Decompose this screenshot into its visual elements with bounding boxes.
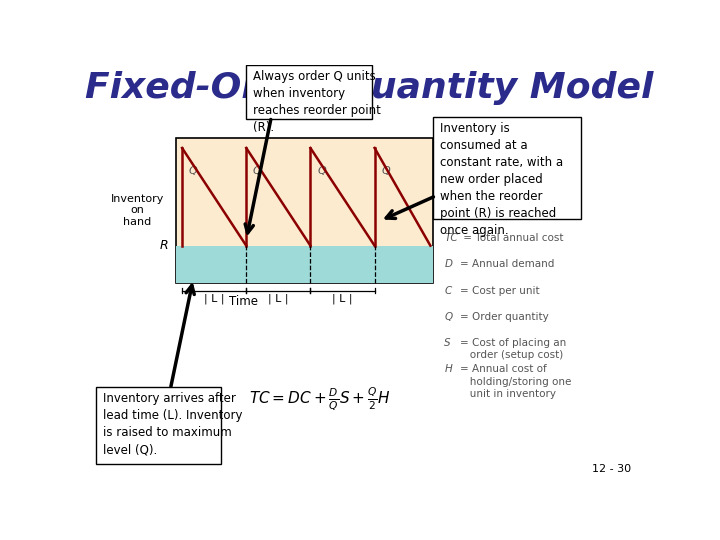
Text: C: C (444, 286, 451, 295)
FancyBboxPatch shape (96, 387, 221, 464)
Text: | L |: | L | (204, 294, 225, 304)
Text: = Order quantity: = Order quantity (460, 312, 549, 322)
Text: Inventory is
consumed at a
constant rate, with a
new order placed
when the reord: Inventory is consumed at a constant rate… (441, 122, 564, 237)
Text: = Cost of placing an
   order (setup cost): = Cost of placing an order (setup cost) (460, 338, 566, 360)
Text: = Total annual cost: = Total annual cost (460, 233, 564, 243)
Text: Fixed-Order Quantity Model: Fixed-Order Quantity Model (85, 71, 653, 105)
Bar (176, 246, 433, 283)
Text: | L |: | L | (332, 294, 353, 304)
FancyBboxPatch shape (246, 65, 372, 119)
Text: S: S (444, 338, 451, 348)
Text: Time: Time (229, 295, 258, 308)
Text: = Cost per unit: = Cost per unit (460, 286, 539, 295)
Text: Q: Q (444, 312, 452, 322)
Text: Q: Q (382, 166, 390, 176)
Text: D: D (444, 259, 452, 269)
Text: R: R (160, 239, 168, 252)
Text: Inventory
on
hand: Inventory on hand (111, 194, 164, 227)
Text: H: H (444, 364, 452, 374)
Text: 12 - 30: 12 - 30 (592, 464, 631, 474)
Text: = Annual demand: = Annual demand (460, 259, 554, 269)
Text: Q: Q (189, 166, 197, 176)
Text: Q: Q (253, 166, 261, 176)
Text: Q: Q (317, 166, 326, 176)
Bar (176, 138, 433, 283)
Text: Inventory arrives after
lead time (L). Inventory
is raised to maximum
level (Q).: Inventory arrives after lead time (L). I… (103, 393, 243, 456)
Text: TC: TC (444, 233, 458, 243)
FancyBboxPatch shape (433, 117, 581, 219)
Text: Always order Q units
when inventory
reaches reorder point
(R).: Always order Q units when inventory reac… (253, 70, 382, 134)
Text: $TC = DC + \frac{D}{Q}S + \frac{Q}{2}H$: $TC = DC + \frac{D}{Q}S + \frac{Q}{2}H$ (249, 386, 391, 413)
Text: | L |: | L | (268, 294, 289, 304)
Text: = Annual cost of
   holding/storing one
   unit in inventory: = Annual cost of holding/storing one uni… (460, 364, 572, 399)
